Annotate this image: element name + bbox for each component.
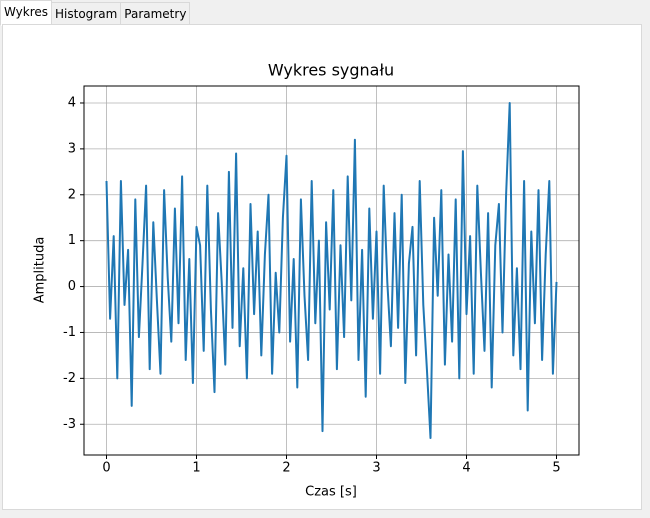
- tab[interactable]: Parametry: [120, 2, 191, 26]
- y-tick-label: 0: [68, 279, 76, 294]
- x-tick-label: 4: [462, 461, 470, 476]
- y-tick-label: 2: [68, 187, 76, 202]
- x-tick-label: 0: [102, 461, 110, 476]
- y-axis-label: Amplituda: [33, 237, 48, 304]
- x-tick-label: 2: [282, 461, 290, 476]
- y-tick-label: 3: [68, 141, 76, 156]
- y-tick-label: -3: [63, 417, 76, 432]
- tab-bar: Wykres Histogram Parametry: [0, 0, 191, 26]
- y-tick-label: -2: [63, 371, 76, 386]
- plot-frame: [83, 85, 580, 456]
- x-tick-label: 1: [192, 461, 200, 476]
- signal-line: [105, 101, 558, 440]
- x-axis-label: Czas [s]: [305, 485, 357, 500]
- x-tick-label: 3: [372, 461, 380, 476]
- y-tick-label: -1: [63, 325, 76, 340]
- tab[interactable]: Wykres: [0, 0, 53, 26]
- chart-title: Wykres sygnału: [268, 61, 394, 80]
- y-tick-label: 4: [68, 95, 76, 110]
- y-tick-label: 1: [68, 233, 76, 248]
- x-tick-label: 5: [552, 461, 560, 476]
